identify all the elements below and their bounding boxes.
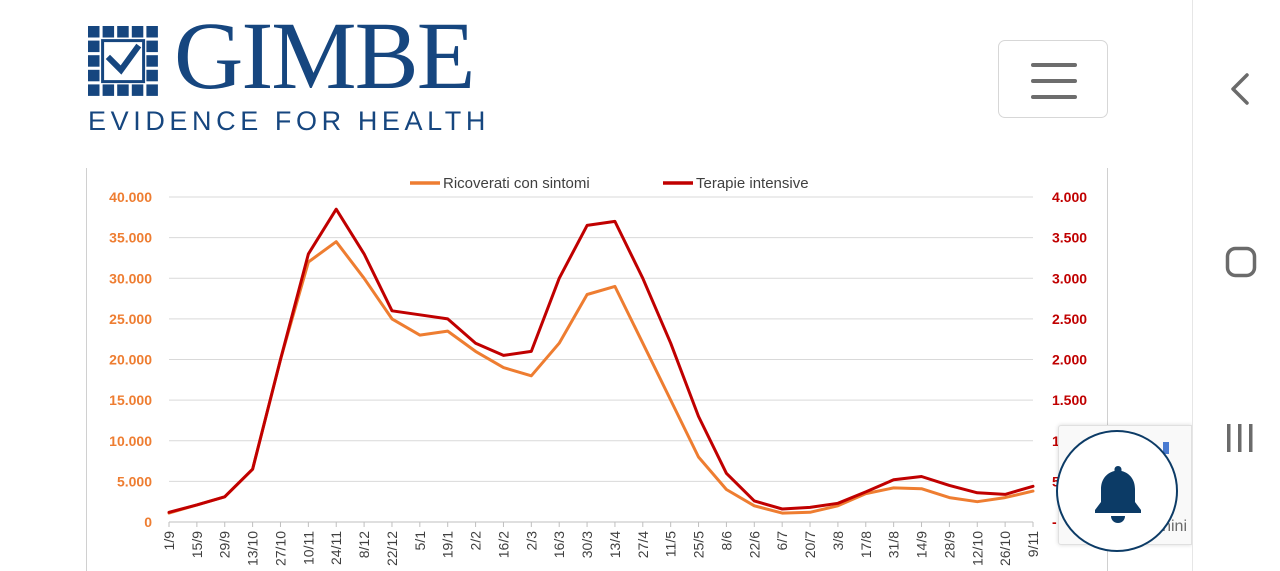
series-line-ricoverati <box>167 240 1035 515</box>
x-tick-label: 9/11 <box>1025 531 1041 557</box>
y-left-tick-label: 5.000 <box>117 473 152 489</box>
y-right-tick-label: 3.500 <box>1052 230 1087 246</box>
x-tick-label: 15/9 <box>189 531 205 558</box>
logo-wordmark: GIMBE <box>174 2 475 109</box>
y-left-tick-label: 25.000 <box>109 311 152 327</box>
y-left-tick-label: 0 <box>144 514 152 530</box>
legend-label: Terapie intensive <box>696 175 809 192</box>
notification-bell-button[interactable] <box>1056 430 1178 552</box>
logo-grid-icon <box>88 26 158 96</box>
x-tick-label: 11/5 <box>663 531 679 557</box>
system-navigation-bar <box>1192 0 1280 571</box>
x-tick-label: 27/4 <box>635 531 651 558</box>
x-tick-label: 8/12 <box>356 531 372 558</box>
x-tick-label: 22/12 <box>384 531 400 566</box>
y-left-tick-label: 20.000 <box>109 352 152 368</box>
x-tick-label: 2/3 <box>523 531 539 551</box>
x-tick-label: 30/3 <box>579 531 595 558</box>
x-tick-label: 1/9 <box>161 531 177 551</box>
logo-tagline: EVIDENCE FOR HEALTH <box>88 106 490 136</box>
recents-icon[interactable] <box>1225 422 1255 454</box>
site-logo[interactable]: GIMBE EVIDENCE FOR HEALTH <box>88 8 485 136</box>
y-left-tick-label: 30.000 <box>109 270 152 286</box>
x-tick-label: 26/10 <box>997 531 1013 566</box>
x-tick-label: 28/9 <box>941 531 957 558</box>
x-tick-label: 16/3 <box>551 531 567 558</box>
x-tick-label: 27/10 <box>272 531 288 566</box>
x-tick-label: 13/4 <box>607 531 623 558</box>
x-tick-label: 8/6 <box>718 531 734 551</box>
x-tick-label: 13/10 <box>245 531 261 566</box>
menu-toggle-button[interactable] <box>998 40 1108 118</box>
y-left-tick-label: 10.000 <box>109 433 152 449</box>
x-tick-label: 5/1 <box>412 531 428 551</box>
y-right-tick-label: 3.000 <box>1052 270 1087 286</box>
chart-container: 0 5.000 10.000 15.000 20.000 25.000 30.000 35.0… <box>86 168 1108 571</box>
home-icon[interactable] <box>1225 246 1257 278</box>
bell-icon <box>1095 466 1141 523</box>
webpage: GIMBE EVIDENCE FOR HEALTH 0 5.000 10.000 15… <box>86 7 1192 571</box>
x-tick-label: 19/1 <box>440 531 456 558</box>
x-tick-label: 10/11 <box>300 531 316 565</box>
back-chevron-icon[interactable] <box>1229 72 1251 106</box>
recaptcha-logo-icon <box>1163 442 1169 454</box>
legend-label: Ricoverati con sintomi <box>443 175 590 192</box>
x-tick-label: 16/2 <box>495 531 511 558</box>
series-line-terapie <box>167 207 1035 514</box>
y-right-tick-label: 1.500 <box>1052 392 1087 408</box>
x-tick-label: 20/7 <box>802 531 818 558</box>
x-tick-label: 14/9 <box>914 531 930 558</box>
x-tick-label: 29/9 <box>217 531 233 558</box>
y-right-tick-label: 2.000 <box>1052 352 1087 368</box>
y-left-tick-label: 35.000 <box>109 230 152 246</box>
x-tick-label: 17/8 <box>858 531 874 558</box>
y-right-tick-label: 2.500 <box>1052 311 1087 327</box>
x-tick-label: 3/8 <box>830 531 846 551</box>
x-tick-label: 25/5 <box>691 531 707 558</box>
y-right-tick-label: - <box>1052 514 1057 530</box>
x-tick-label: 6/7 <box>774 531 790 551</box>
x-tick-label: 31/8 <box>886 531 902 558</box>
x-tick-label: 12/10 <box>969 531 985 566</box>
y-left-tick-label: 15.000 <box>109 392 152 408</box>
x-tick-label: 2/2 <box>468 531 484 551</box>
x-tick-label: 22/6 <box>746 531 762 558</box>
hospitalization-chart: 0 5.000 10.000 15.000 20.000 25.000 30.000 35.0… <box>109 175 1087 566</box>
y-right-tick-label: 4.000 <box>1052 189 1087 205</box>
y-left-tick-label: 40.000 <box>109 189 152 205</box>
x-tick-label: 24/11 <box>328 531 344 565</box>
